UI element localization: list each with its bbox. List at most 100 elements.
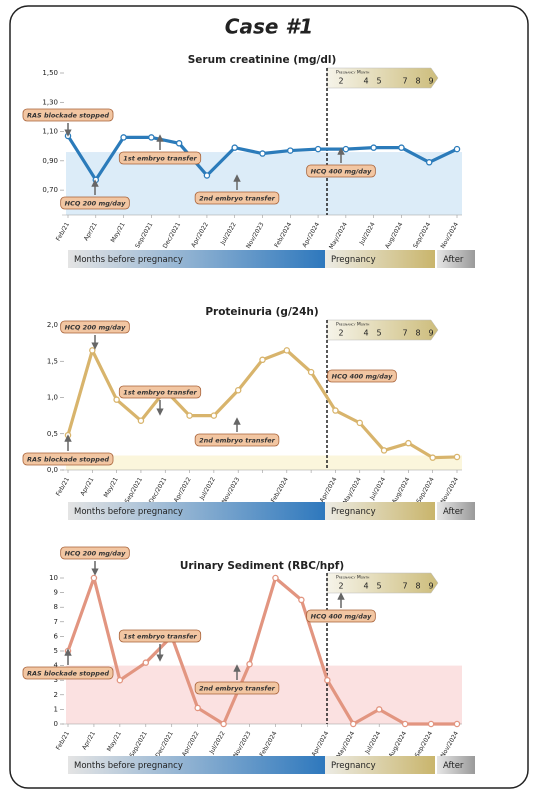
annotation-text: HCQ 400 mg/day [311,613,372,621]
annotation-text: RAS blockade stopped [27,456,109,464]
data-point [375,706,383,713]
data-point [64,431,72,439]
reference-band [66,455,462,470]
data-point [405,439,412,447]
data-point [370,144,377,151]
data-point [137,417,145,424]
period-label: Pregnancy [331,255,376,265]
annotation: HCQ 200 mg/day [60,546,130,560]
data-point [259,150,266,157]
period-bar [325,250,435,268]
data-point [307,368,315,376]
y-tick-label: 1,30 [42,98,58,106]
data-point [90,574,98,582]
annotation-box [22,666,114,680]
data-point [64,132,72,140]
chart-title: Proteinuria (g/24h) [205,306,318,318]
annotation-text: HCQ 200 mg/day [65,324,126,332]
y-tick-label: 1,50 [42,69,58,77]
y-tick-label: 2,0 [47,321,58,329]
period-label: Months before pregnancy [74,507,183,517]
annotation: 2nd embryo transfer [194,681,280,695]
data-point [246,660,253,668]
period-bar [437,756,475,774]
data-point [453,720,461,728]
data-point [148,134,155,141]
y-tick-label: 1 [54,705,58,713]
annotation-box [194,191,280,205]
pregnancy-month-tick: 8 [415,582,420,591]
annotation-box [194,433,280,447]
data-point [398,144,405,151]
pregnancy-month-tick: 8 [415,329,420,338]
data-point [113,396,120,403]
data-point [194,704,201,712]
annotation-box [22,108,114,122]
annotation-text: 1st embryo transfer [123,633,197,641]
pregnancy-month-tick: 9 [428,582,433,591]
annotation-box [60,546,130,560]
data-point [142,659,150,666]
pregnancy-month-tick: 2 [338,582,343,591]
data-point [283,347,291,354]
pregnancy-month-tick: 7 [402,77,407,86]
data-point [453,145,461,153]
data-point [356,419,363,427]
data-point [89,347,96,354]
pregnancy-month-tick: 4 [363,329,368,338]
annotation-box [194,681,280,695]
data-point [298,596,305,604]
figure-title: Case #1 [225,15,313,39]
annotation: 2nd embryo transfer [194,191,280,205]
pregnancy-month-tick: 2 [338,329,343,338]
y-tick-label: 4 [54,662,59,670]
annotation: 2nd embryo transfer [194,433,280,447]
y-tick-label: 10 [49,574,58,582]
data-point [425,159,433,166]
data-point [220,720,227,728]
annotation-text: HCQ 400 mg/day [311,168,372,176]
annotation: RAS blockade stopped [22,666,114,680]
period-bar [68,502,325,520]
annotation-text: HCQ 400 mg/day [332,373,393,381]
data-point [92,176,100,184]
data-point [203,172,211,179]
annotation-text: 1st embryo transfer [123,155,197,163]
data-point [401,720,409,728]
period-bar [437,250,475,268]
period-label: After [443,255,464,265]
y-tick-label: 0,70 [42,186,58,194]
pregnancy-month-tick: 9 [428,329,433,338]
y-tick-label: 0,5 [47,430,58,438]
y-tick-label: 0,0 [47,466,58,474]
data-point [120,134,127,141]
data-point [332,407,339,414]
pregnancy-month-tick: 4 [363,582,368,591]
annotation-box [118,385,202,399]
y-tick-label: 5 [54,647,58,655]
annotation-box [306,164,376,178]
y-tick-label: 9 [54,589,58,597]
annotation: HCQ 200 mg/day [60,196,130,210]
data-point [427,720,435,728]
pregnancy-month-label: Pregnancy Month [336,322,369,328]
annotation: RAS blockade stopped [22,108,114,122]
annotation-box [22,452,114,466]
annotation-text: 2nd embryo transfer [199,437,276,445]
period-label: Pregnancy [331,507,376,517]
annotation-text: HCQ 200 mg/day [65,550,126,558]
annotation-box [306,609,376,623]
annotation-text: 2nd embryo transfer [199,195,276,203]
annotation: HCQ 400 mg/day [306,164,376,178]
data-point [350,720,357,728]
pregnancy-month-tick: 4 [363,77,368,86]
period-bar [437,502,475,520]
data-point [453,453,461,461]
y-tick-label: 7 [54,618,58,626]
data-point [342,145,350,153]
pregnancy-month-label: Pregnancy Month [336,575,369,581]
annotation-box [60,196,130,210]
y-tick-label: 8 [54,603,58,611]
pregnancy-month-label: Pregnancy Month [336,70,369,76]
y-tick-label: 1,10 [42,128,58,136]
